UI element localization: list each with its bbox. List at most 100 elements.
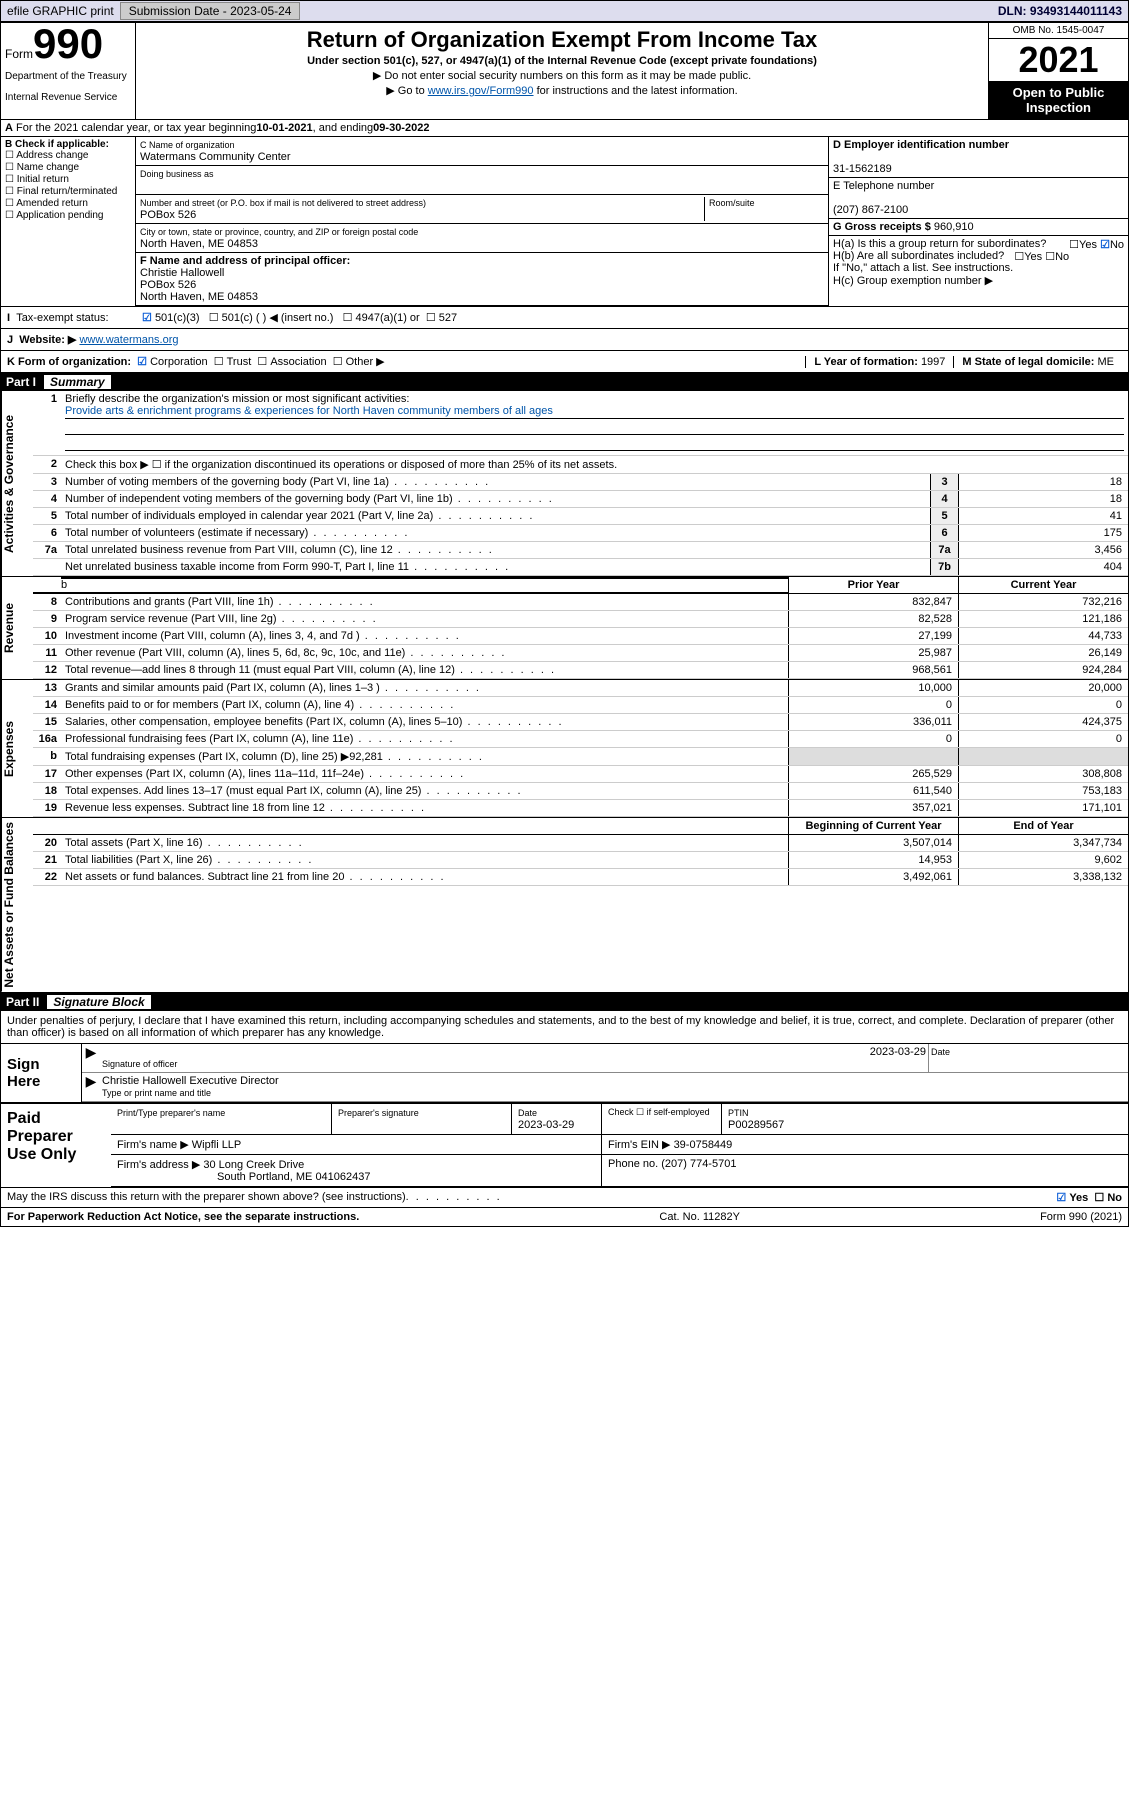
- paid-preparer: Paid Preparer Use Only Print/Type prepar…: [0, 1104, 1129, 1188]
- col-current: Current Year: [958, 577, 1128, 593]
- city: North Haven, ME 04853: [140, 238, 258, 250]
- revenue-section: Revenue bPrior YearCurrent Year 8Contrib…: [0, 577, 1129, 680]
- vtab-activities: Activities & Governance: [1, 391, 33, 576]
- h-b2: If "No," attach a list. See instructions…: [833, 262, 1124, 274]
- part1-header: Part ISummary: [0, 373, 1129, 391]
- section-c: C Name of organizationWatermans Communit…: [136, 137, 828, 306]
- gross-receipts: 960,910: [934, 221, 974, 233]
- e-label: E Telephone number: [833, 180, 934, 192]
- firm-lbl: Firm's name ▶: [117, 1139, 189, 1151]
- section-i: I Tax-exempt status: ☑ 501(c)(3) ☐ 501(c…: [0, 307, 1129, 329]
- section-j: J Website: ▶ www.watermans.org: [0, 329, 1129, 351]
- form-word: Form: [5, 47, 33, 61]
- date-label: Date: [931, 1047, 950, 1057]
- b-label: B Check if applicable:: [5, 139, 109, 150]
- c-name-label: C Name of organization: [140, 140, 235, 150]
- paid-label: Paid Preparer Use Only: [1, 1104, 111, 1187]
- prep-date: 2023-03-29: [518, 1119, 574, 1131]
- footer-left: For Paperwork Reduction Act Notice, see …: [7, 1211, 359, 1223]
- form-number: 990: [33, 20, 103, 67]
- phone: (207) 867-2100: [833, 204, 908, 216]
- sig-label: Signature of officer: [102, 1059, 177, 1069]
- city-label: City or town, state or province, country…: [140, 227, 418, 237]
- ptin: P00289567: [728, 1119, 784, 1131]
- dln-label: DLN: 93493144011143: [992, 1, 1128, 21]
- chk-amended-return[interactable]: ☐ Amended return: [5, 198, 131, 209]
- section-b: B Check if applicable: ☐ Address change …: [1, 137, 136, 306]
- section-d-e-g-h: D Employer identification number 31-15621…: [828, 137, 1128, 306]
- efile-label: efile GRAPHIC print: [1, 1, 120, 21]
- room-label: Room/suite: [709, 198, 755, 208]
- prep-name-lbl: Print/Type preparer's name: [117, 1108, 225, 1118]
- h-c: H(c) Group exemption number ▶: [833, 274, 1124, 287]
- chk-address-change[interactable]: ☐ Address change: [5, 150, 131, 161]
- may-discuss: May the IRS discuss this return with the…: [0, 1188, 1129, 1208]
- f-label: F Name and address of principal officer:: [140, 255, 350, 267]
- phone-lbl: Phone no.: [608, 1158, 661, 1170]
- officer-city: North Haven, ME 04853: [140, 291, 258, 303]
- vtab-net: Net Assets or Fund Balances: [1, 818, 33, 992]
- signer-name: Christie Hallowell Executive Director: [102, 1075, 279, 1087]
- dba-label: Doing business as: [140, 169, 214, 179]
- officer-street: POBox 526: [140, 279, 196, 291]
- activities-governance: Activities & Governance 1Briefly describ…: [0, 391, 1129, 577]
- form-title: Return of Organization Exempt From Incom…: [140, 27, 984, 53]
- form-header: Form990 Department of the Treasury Inter…: [0, 22, 1129, 120]
- street-label: Number and street (or P.O. box if mail i…: [140, 198, 426, 208]
- sign-here-label: Sign Here: [1, 1044, 81, 1102]
- part2-header: Part IISignature Block: [0, 993, 1129, 1011]
- footer-center: Cat. No. 11282Y: [659, 1211, 740, 1223]
- vtab-expenses: Expenses: [1, 680, 33, 817]
- chk-name-change[interactable]: ☐ Name change: [5, 162, 131, 173]
- footer: For Paperwork Reduction Act Notice, see …: [0, 1208, 1129, 1227]
- firm-addr1: 30 Long Creek Drive: [203, 1159, 304, 1171]
- d-label: D Employer identification number: [833, 139, 1009, 151]
- expenses-section: Expenses 13Grants and similar amounts pa…: [0, 680, 1129, 818]
- irs-label: Internal Revenue Service: [5, 92, 131, 103]
- q2: Check this box ▶ ☐ if the organization d…: [61, 456, 1128, 473]
- submission-date-button[interactable]: Submission Date - 2023-05-24: [120, 2, 301, 20]
- section-a: A For the 2021 calendar year, or tax yea…: [0, 120, 1129, 137]
- org-name: Watermans Community Center: [140, 151, 291, 163]
- form-subtitle: Under section 501(c), 527, or 4947(a)(1)…: [140, 55, 984, 67]
- q1: Briefly describe the organization's miss…: [65, 393, 409, 405]
- mission-text: Provide arts & enrichment programs & exp…: [65, 405, 1124, 419]
- ptin-lbl: PTIN: [728, 1108, 749, 1118]
- section-k-l-m: K Form of organization: ☑ Corporation ☐ …: [0, 351, 1129, 373]
- firm-name: Wipfli LLP: [192, 1139, 242, 1151]
- prep-sig-lbl: Preparer's signature: [338, 1108, 419, 1118]
- street: POBox 526: [140, 209, 196, 221]
- website-link[interactable]: www.watermans.org: [79, 334, 178, 346]
- firm-ein-lbl: Firm's EIN ▶: [608, 1139, 671, 1151]
- dept-label: Department of the Treasury: [5, 71, 131, 82]
- col-end: End of Year: [958, 818, 1128, 834]
- tax-year: 2021: [989, 39, 1128, 81]
- footer-right: Form 990 (2021): [1040, 1211, 1122, 1223]
- officer-name: Christie Hallowell: [140, 267, 224, 279]
- firm-phone: (207) 774-5701: [661, 1158, 736, 1170]
- firm-ein: 39-0758449: [674, 1139, 733, 1151]
- section-b-to-g: B Check if applicable: ☐ Address change …: [0, 137, 1129, 307]
- top-bar: efile GRAPHIC print Submission Date - 20…: [0, 0, 1129, 22]
- open-public: Open to Public Inspection: [989, 81, 1128, 119]
- chk-app-pending[interactable]: ☐ Application pending: [5, 210, 131, 221]
- chk-initial-return[interactable]: ☐ Initial return: [5, 174, 131, 185]
- prep-date-lbl: Date: [518, 1108, 537, 1118]
- instr-1: ▶ Do not enter social security numbers o…: [140, 69, 984, 82]
- vtab-revenue: Revenue: [1, 577, 33, 679]
- ein: 31-1562189: [833, 163, 892, 175]
- col-begin: Beginning of Current Year: [788, 818, 958, 834]
- self-emp: Check ☐ if self-employed: [601, 1104, 721, 1134]
- g-label: G Gross receipts $: [833, 221, 934, 233]
- sign-date-val: 2023-03-29: [102, 1046, 926, 1058]
- net-assets-section: Net Assets or Fund Balances Beginning of…: [0, 818, 1129, 993]
- col-prior: Prior Year: [788, 577, 958, 593]
- addr-lbl: Firm's address ▶: [117, 1159, 200, 1171]
- chk-final-return[interactable]: ☐ Final return/terminated: [5, 186, 131, 197]
- omb-number: OMB No. 1545-0047: [989, 23, 1128, 39]
- name-label: Type or print name and title: [102, 1088, 211, 1098]
- irs-link[interactable]: www.irs.gov/Form990: [428, 85, 534, 97]
- firm-addr2: South Portland, ME 041062437: [217, 1171, 371, 1183]
- instr-2: ▶ Go to www.irs.gov/Form990 for instruct…: [140, 84, 984, 97]
- penalty-text: Under penalties of perjury, I declare th…: [0, 1011, 1129, 1044]
